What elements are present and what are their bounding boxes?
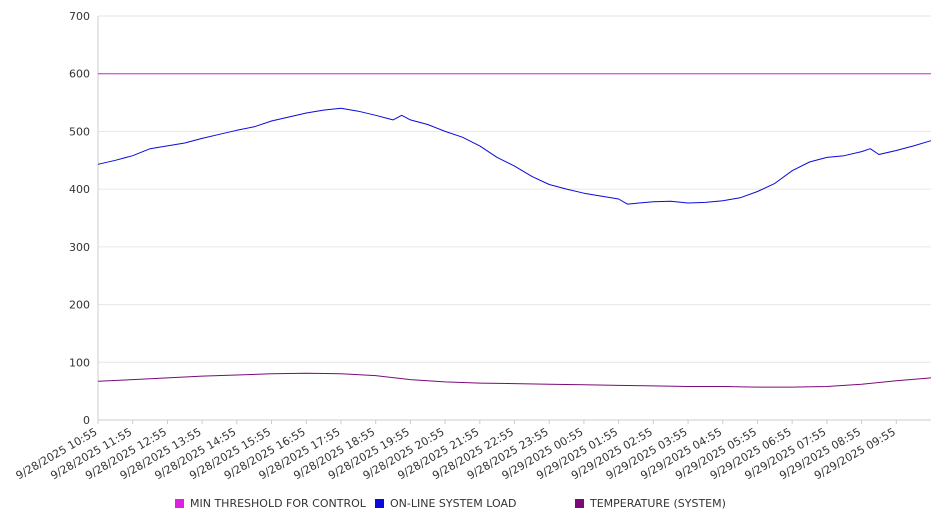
grid-lines — [98, 15, 931, 363]
legend-label-min-threshold: MIN THRESHOLD FOR CONTROL — [190, 497, 366, 510]
y-tick-label: 400 — [69, 183, 90, 196]
legend-item-min-threshold: MIN THRESHOLD FOR CONTROL — [175, 497, 366, 510]
axes — [97, 16, 931, 421]
x-axis-ticks: 9/28/2025 10:559/28/2025 11:559/28/2025 … — [14, 420, 898, 482]
y-tick-label: 300 — [69, 241, 90, 254]
series-line-temperature — [97, 372, 932, 388]
y-tick-label: 700 — [69, 10, 90, 23]
legend: MIN THRESHOLD FOR CONTROL ON-LINE SYSTEM… — [0, 497, 946, 517]
y-tick-label: 0 — [83, 414, 90, 427]
series-lines — [97, 73, 932, 388]
legend-swatch-min-threshold — [175, 499, 184, 508]
legend-swatch-temperature — [575, 499, 584, 508]
y-tick-label: 600 — [69, 68, 90, 81]
legend-label-temperature: TEMPERATURE (SYSTEM) — [590, 497, 726, 510]
legend-swatch-system-load — [375, 499, 384, 508]
y-tick-label: 100 — [69, 356, 90, 369]
y-tick-label: 500 — [69, 125, 90, 138]
legend-item-system-load: ON-LINE SYSTEM LOAD — [375, 497, 516, 510]
legend-label-system-load: ON-LINE SYSTEM LOAD — [390, 497, 517, 510]
y-axis-ticks: 0 100 200 300 400 500 600 700 — [69, 10, 90, 427]
series-line-system-load — [97, 107, 932, 205]
legend-item-temperature: TEMPERATURE (SYSTEM) — [575, 497, 726, 510]
y-tick-label: 200 — [69, 299, 90, 312]
